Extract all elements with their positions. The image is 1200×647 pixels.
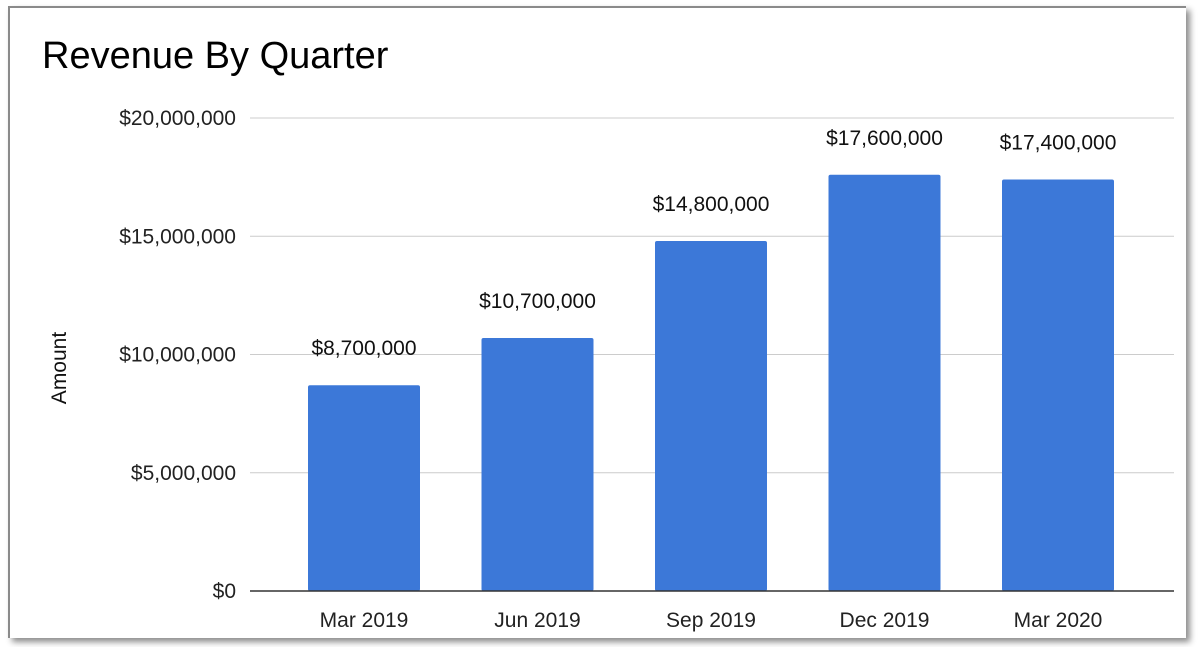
bar xyxy=(481,337,594,591)
chart-title: Revenue By Quarter xyxy=(42,35,389,77)
bar-layer xyxy=(308,174,1114,592)
y-tick-label: $10,000,000 xyxy=(119,344,236,367)
axis-layer: $0 $5,000,000 $10,000,000 $15,000,000 $20,00… xyxy=(119,107,1174,632)
x-tick-label: Jun 2019 xyxy=(494,609,580,632)
data-label: $17,600,000 xyxy=(826,127,943,150)
data-label: $14,800,000 xyxy=(653,193,770,216)
chart-frame xyxy=(8,6,1186,638)
x-tick-label: Dec 2019 xyxy=(840,609,930,632)
y-tick-label: $5,000,000 xyxy=(131,462,236,485)
bar xyxy=(308,385,420,591)
x-tick-label: Mar 2019 xyxy=(320,609,409,632)
x-tick-label: Sep 2019 xyxy=(666,609,756,632)
bar xyxy=(655,240,767,592)
bar xyxy=(828,174,941,591)
data-label: $10,700,000 xyxy=(479,290,596,313)
x-tick-label: Mar 2020 xyxy=(1014,609,1103,632)
y-tick-label: $0 xyxy=(213,580,236,603)
y-tick-label: $15,000,000 xyxy=(119,225,236,248)
data-label: $8,700,000 xyxy=(311,337,416,360)
data-label-layer: $8,700,000 $10,700,000 $14,800,000 $17,600,… xyxy=(311,127,1116,360)
data-label: $17,400,000 xyxy=(1000,131,1117,154)
y-tick-label: $20,000,000 xyxy=(119,107,236,130)
y-axis-title: Amount xyxy=(48,332,71,405)
bar xyxy=(1002,179,1114,592)
